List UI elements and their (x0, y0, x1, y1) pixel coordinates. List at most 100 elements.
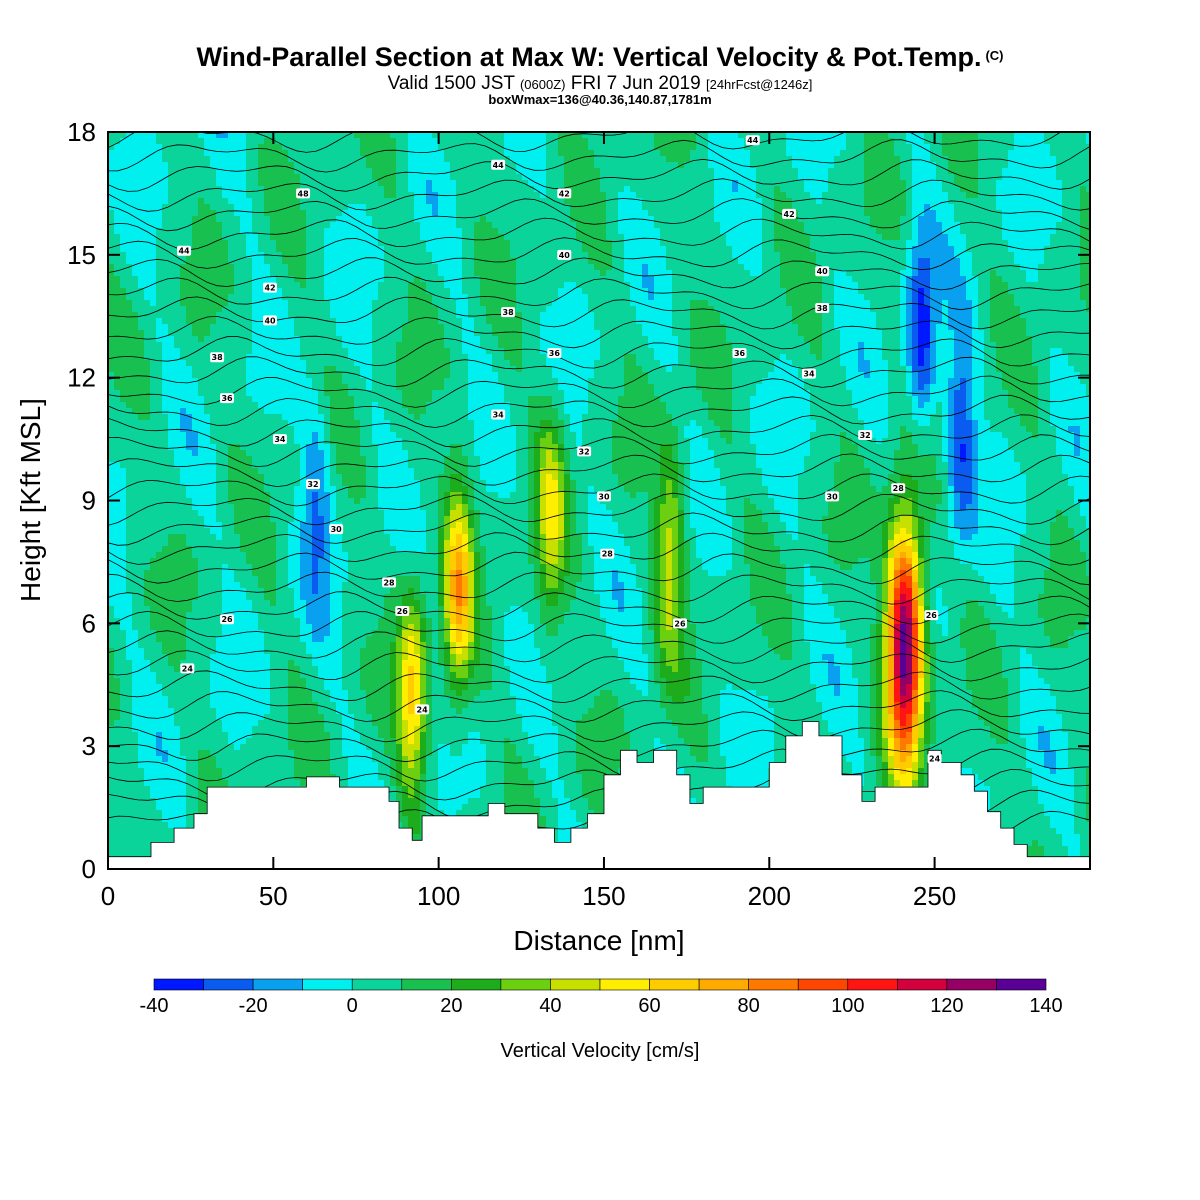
w-field-cell (948, 264, 955, 271)
w-field-cell (468, 258, 475, 265)
w-field-cell (1038, 228, 1045, 235)
w-field-cell (306, 300, 313, 307)
w-field-cell (468, 132, 475, 139)
w-field-cell (882, 234, 889, 241)
w-field-cell (648, 240, 655, 247)
w-field-cell (252, 282, 259, 289)
w-field-cell (1014, 192, 1021, 199)
w-field-cell (840, 210, 847, 217)
w-field-cell (294, 174, 301, 181)
w-field-cell (1020, 192, 1027, 199)
w-field-cell (678, 252, 685, 259)
w-field-cell (648, 132, 655, 139)
w-field-cell (498, 204, 505, 211)
w-field-cell (852, 270, 859, 277)
w-field-cell (372, 198, 379, 205)
w-field-cell (288, 282, 295, 289)
w-field-cell (768, 180, 775, 187)
w-field-cell (450, 180, 457, 187)
w-field-cell (306, 216, 313, 223)
w-field-cell (900, 204, 907, 211)
w-field-cell (486, 282, 493, 289)
w-field-cell (678, 288, 685, 295)
w-field-cell (510, 294, 517, 301)
w-field-cell (108, 276, 115, 283)
w-field-cell (696, 240, 703, 247)
w-field-cell (282, 252, 289, 259)
w-field-cell (666, 192, 673, 199)
w-field-cell (726, 228, 733, 235)
w-field-cell (762, 288, 769, 295)
w-field-cell (630, 288, 637, 295)
w-field-cell (300, 300, 307, 307)
w-field-cell (150, 246, 157, 253)
w-field-cell (384, 252, 391, 259)
w-field-cell (264, 222, 271, 229)
w-field-cell (216, 276, 223, 283)
w-field-cell (684, 216, 691, 223)
w-field-cell (924, 132, 931, 139)
w-field-cell (732, 216, 739, 223)
w-field-cell (1050, 138, 1057, 145)
w-field-cell (774, 132, 781, 139)
w-field-cell (810, 258, 817, 265)
w-field-cell (1062, 210, 1069, 217)
w-field-cell (384, 174, 391, 181)
w-field-cell (930, 306, 937, 313)
w-field-cell (810, 252, 817, 259)
w-field-cell (918, 276, 925, 283)
w-field-cell (498, 270, 505, 277)
w-field-cell (642, 186, 649, 193)
w-field-cell (708, 300, 715, 307)
w-field-cell (336, 252, 343, 259)
w-field-cell (516, 216, 523, 223)
w-field-cell (636, 138, 643, 145)
w-field-cell (522, 300, 529, 307)
w-field-cell (954, 168, 961, 175)
w-field-cell (378, 186, 385, 193)
w-field-cell (444, 198, 451, 205)
w-field-cell (942, 294, 949, 301)
w-field-cell (234, 264, 241, 271)
w-field-cell (972, 270, 979, 277)
w-field-cell (300, 204, 307, 211)
w-field-cell (120, 234, 127, 241)
w-field-cell (174, 306, 181, 313)
w-field-cell (978, 306, 985, 313)
w-field-cell (954, 138, 961, 145)
w-field-cell (462, 240, 469, 247)
w-field-cell (360, 216, 367, 223)
w-field-cell (606, 258, 613, 265)
w-field-cell (300, 222, 307, 229)
w-field-cell (510, 288, 517, 295)
w-field-cell (1086, 138, 1090, 145)
w-field-cell (174, 144, 181, 151)
w-field-cell (624, 174, 631, 181)
w-field-cell (342, 258, 349, 265)
w-field-cell (426, 234, 433, 241)
w-field-cell (336, 180, 343, 187)
w-field-cell (600, 264, 607, 271)
w-field-cell (486, 192, 493, 199)
w-field-cell (120, 156, 127, 163)
w-field-cell (492, 186, 499, 193)
w-field-cell (498, 264, 505, 271)
w-field-cell (906, 168, 913, 175)
w-field-cell (768, 294, 775, 301)
w-field-cell (144, 138, 151, 145)
w-field-cell (636, 252, 643, 259)
w-field-cell (396, 156, 403, 163)
w-field-cell (780, 234, 787, 241)
w-field-cell (456, 132, 463, 139)
w-field-cell (720, 270, 727, 277)
w-field-cell (858, 282, 865, 289)
w-field-cell (678, 216, 685, 223)
w-field-cell (156, 264, 163, 271)
w-field-cell (468, 288, 475, 295)
w-field-cell (1074, 204, 1081, 211)
w-field-cell (678, 168, 685, 175)
w-field-cell (888, 258, 895, 265)
w-field-cell (1026, 240, 1033, 247)
w-field-cell (294, 132, 301, 139)
w-field-cell (516, 294, 523, 301)
